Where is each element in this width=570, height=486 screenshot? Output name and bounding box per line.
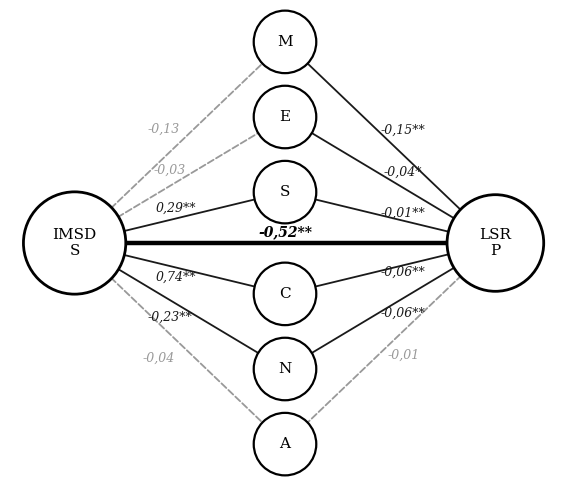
Text: E: E bbox=[279, 110, 291, 124]
Text: C: C bbox=[279, 287, 291, 301]
Text: A: A bbox=[279, 437, 291, 451]
Text: -0,15**: -0,15** bbox=[381, 124, 426, 137]
Text: 0,29**: 0,29** bbox=[156, 202, 196, 215]
Ellipse shape bbox=[447, 195, 544, 291]
Ellipse shape bbox=[254, 413, 316, 475]
Ellipse shape bbox=[254, 86, 316, 148]
Ellipse shape bbox=[254, 338, 316, 400]
Text: LSR
P: LSR P bbox=[479, 228, 511, 258]
Text: IMSD
S: IMSD S bbox=[52, 228, 97, 258]
Text: -0,52**: -0,52** bbox=[258, 226, 312, 239]
Ellipse shape bbox=[254, 11, 316, 73]
Text: -0,01**: -0,01** bbox=[381, 207, 425, 220]
Ellipse shape bbox=[254, 262, 316, 325]
Text: M: M bbox=[277, 35, 293, 49]
Text: -0,04*: -0,04* bbox=[384, 166, 422, 179]
Text: -0,13: -0,13 bbox=[148, 122, 180, 136]
Text: -0,04: -0,04 bbox=[142, 352, 174, 365]
Text: 0,74**: 0,74** bbox=[156, 271, 196, 284]
Text: -0,06**: -0,06** bbox=[381, 307, 425, 320]
Ellipse shape bbox=[254, 161, 316, 224]
Text: -0,23**: -0,23** bbox=[148, 311, 192, 324]
Text: -0,01: -0,01 bbox=[387, 349, 420, 362]
Text: N: N bbox=[278, 362, 292, 376]
Text: S: S bbox=[280, 185, 290, 199]
Ellipse shape bbox=[23, 192, 126, 294]
Text: -0,03: -0,03 bbox=[154, 164, 186, 177]
Text: -0,06**: -0,06** bbox=[381, 266, 425, 279]
